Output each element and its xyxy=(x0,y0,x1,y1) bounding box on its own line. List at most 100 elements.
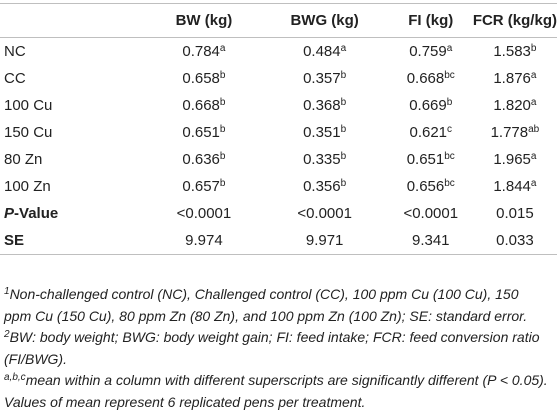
footnote: 2BW: body weight; BWG: body weight gain;… xyxy=(4,327,549,370)
table-cell: 1.876a xyxy=(473,65,557,92)
cell-superscript: b xyxy=(220,70,226,81)
cell-superscript: bc xyxy=(444,70,455,81)
cell-value: 0.668 xyxy=(407,70,445,87)
column-header: BW (kg) xyxy=(147,4,260,38)
row-label-text: CC xyxy=(4,70,26,87)
cell-superscript: a xyxy=(531,70,537,81)
cell-value: 0.621 xyxy=(409,124,447,141)
cell-superscript: a xyxy=(531,97,537,108)
cell-value: 0.351 xyxy=(303,124,341,141)
footnote-text: Non-challenged control (NC), Challenged … xyxy=(4,286,527,324)
column-header xyxy=(0,4,147,38)
row-label: 150 Cu xyxy=(0,119,147,146)
table-cell: 0.651bc xyxy=(389,146,473,173)
row-label-italic: P xyxy=(4,205,14,222)
cell-value: 0.015 xyxy=(496,205,534,222)
page: BW (kg) BWG (kg) FI (kg)FCR (kg/kg) NC 0.78… xyxy=(0,0,557,403)
table-cell: <0.0001 xyxy=(261,200,389,227)
table-cell: 0.356b xyxy=(261,173,389,200)
column-header: FCR (kg/kg) xyxy=(473,4,557,38)
table-cell: 0.033 xyxy=(473,227,557,255)
cell-value: 0.484 xyxy=(303,43,341,60)
header-text: BWG (kg) xyxy=(290,12,358,29)
row-label: 100 Zn xyxy=(0,173,147,200)
table-cell: 1.820a xyxy=(473,92,557,119)
cell-value: 1.820 xyxy=(493,97,531,114)
footnotes: 1Non-challenged control (NC), Challenged… xyxy=(4,284,549,413)
header-row: BW (kg) BWG (kg) FI (kg)FCR (kg/kg) xyxy=(0,4,557,38)
table-cell: 1.583b xyxy=(473,38,557,66)
table-cell: 0.668bc xyxy=(389,65,473,92)
table-cell: 0.657b xyxy=(147,173,260,200)
row-label: P-Value xyxy=(0,200,147,227)
footnote: a,b,cmean within a column with different… xyxy=(4,370,549,392)
column-header: FI (kg) xyxy=(389,4,473,38)
cell-superscript: a xyxy=(341,43,347,54)
table-cell: 1.844a xyxy=(473,173,557,200)
table-cell: <0.0001 xyxy=(147,200,260,227)
table-cell: 0.669b xyxy=(389,92,473,119)
cell-value: 0.784 xyxy=(182,43,220,60)
row-label-text: 100 Zn xyxy=(4,178,51,195)
row-label: 80 Zn xyxy=(0,146,147,173)
table-cell: 0.335b xyxy=(261,146,389,173)
cell-value: <0.0001 xyxy=(403,205,458,222)
cell-value: 0.356 xyxy=(303,178,341,195)
cell-value: 0.033 xyxy=(496,232,534,249)
cell-superscript: b xyxy=(341,70,347,81)
cell-value: 0.668 xyxy=(182,97,220,114)
cell-value: 9.341 xyxy=(412,232,450,249)
table-cell: 0.636b xyxy=(147,146,260,173)
cell-value: 0.669 xyxy=(409,97,447,114)
row-label: 100 Cu xyxy=(0,92,147,119)
table-cell: 0.656bc xyxy=(389,173,473,200)
table-cell: 0.759a xyxy=(389,38,473,66)
cell-value: 0.636 xyxy=(182,151,220,168)
cell-superscript: bc xyxy=(444,151,455,162)
cell-value: 0.357 xyxy=(303,70,341,87)
row-label: SE xyxy=(0,227,147,255)
header-text: BW (kg) xyxy=(176,12,233,29)
cell-superscript: b xyxy=(341,97,347,108)
cell-superscript: b xyxy=(447,97,453,108)
row-label: CC xyxy=(0,65,147,92)
cell-value: 9.971 xyxy=(306,232,344,249)
table-cell: 0.368b xyxy=(261,92,389,119)
cell-superscript: b xyxy=(220,124,226,135)
cell-value: 9.974 xyxy=(185,232,223,249)
table-cell: 9.974 xyxy=(147,227,260,255)
cell-superscript: a xyxy=(531,178,537,189)
cell-value: 1.876 xyxy=(493,70,531,87)
row-label-text: 150 Cu xyxy=(4,124,52,141)
footnote: 1Non-challenged control (NC), Challenged… xyxy=(4,284,549,327)
table-cell: 0.658b xyxy=(147,65,260,92)
table-cell: 9.341 xyxy=(389,227,473,255)
cell-superscript: ab xyxy=(528,124,539,135)
row-label-text: SE xyxy=(4,232,24,249)
cell-value: 0.651 xyxy=(182,124,220,141)
table-row: SE 9.974 9.971 9.341 0.033 xyxy=(0,227,557,255)
table-cell: 0.784a xyxy=(147,38,260,66)
row-label-text: 100 Cu xyxy=(4,97,52,114)
cell-superscript: b xyxy=(531,43,537,54)
table-cell: 0.621c xyxy=(389,119,473,146)
cell-value: 0.657 xyxy=(182,178,220,195)
cell-superscript: a xyxy=(531,151,537,162)
cell-superscript: a xyxy=(220,43,226,54)
cell-value: 0.651 xyxy=(407,151,445,168)
table-cell: 0.357b xyxy=(261,65,389,92)
table-cell: <0.0001 xyxy=(389,200,473,227)
cell-superscript: a xyxy=(447,43,453,54)
cell-superscript: bc xyxy=(444,178,455,189)
cell-value: 1.844 xyxy=(493,178,531,195)
cell-superscript: b xyxy=(341,124,347,135)
table-cell: 0.015 xyxy=(473,200,557,227)
cell-value: 1.583 xyxy=(493,43,531,60)
cell-superscript: b xyxy=(220,178,226,189)
row-label-text: NC xyxy=(4,43,26,60)
table-cell: 0.651b xyxy=(147,119,260,146)
